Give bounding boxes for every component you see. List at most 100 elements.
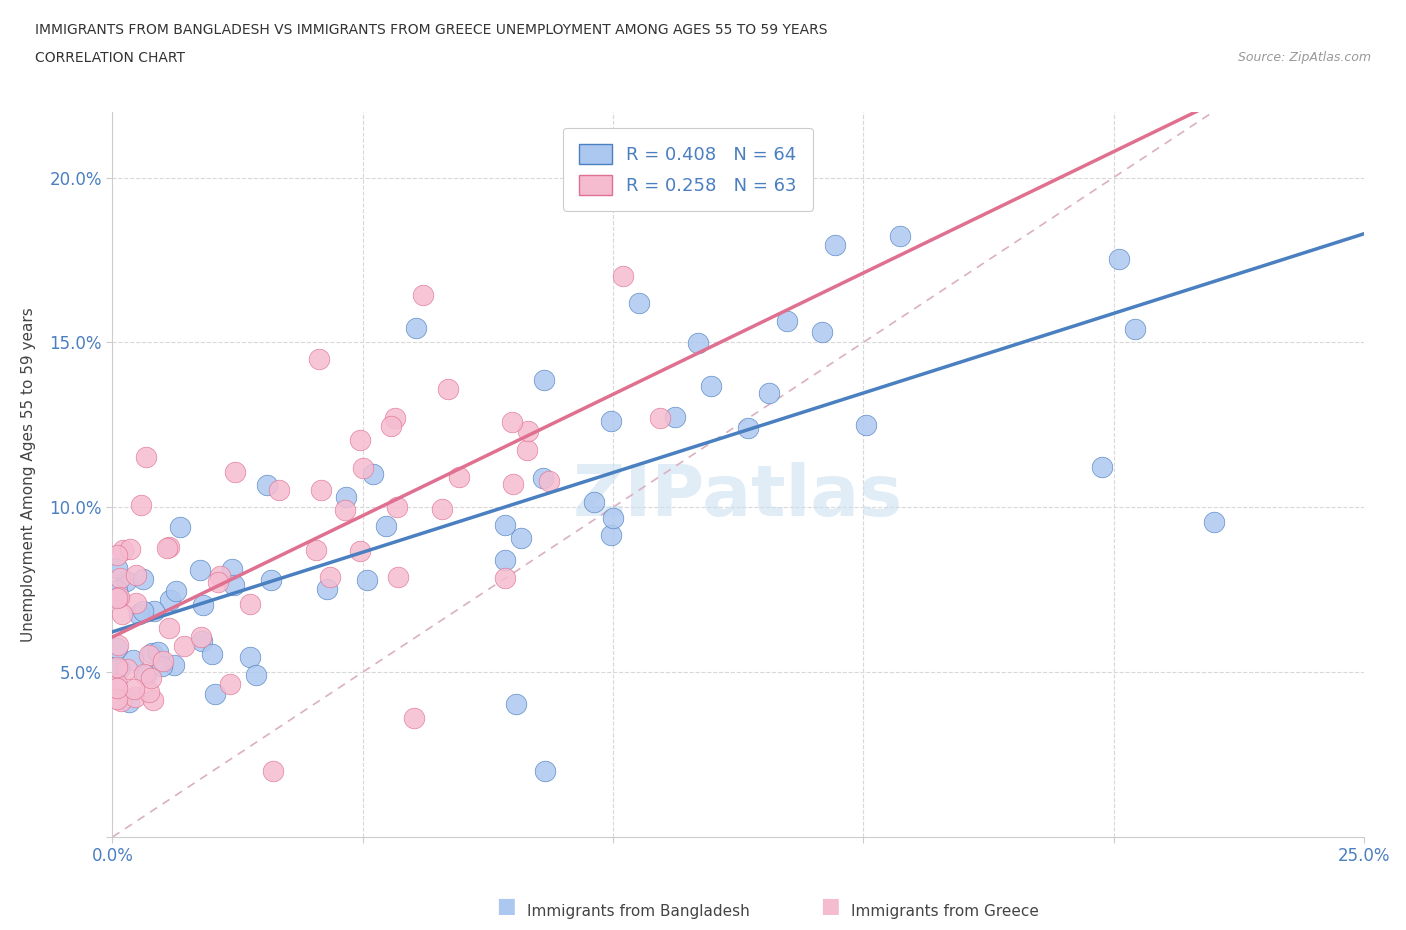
Point bbox=[115, 574, 138, 589]
Point bbox=[190, 630, 212, 644]
Point bbox=[824, 237, 846, 252]
Point bbox=[239, 650, 262, 665]
Text: IMMIGRANTS FROM BANGLADESH VS IMMIGRANTS FROM GREECE UNEMPLOYMENT AMONG AGES 55 : IMMIGRANTS FROM BANGLADESH VS IMMIGRANTS… bbox=[35, 23, 828, 37]
Point bbox=[110, 606, 132, 621]
Point bbox=[412, 287, 434, 302]
Point bbox=[141, 671, 163, 685]
Point bbox=[855, 418, 877, 432]
Point bbox=[142, 604, 165, 618]
Point bbox=[141, 645, 163, 660]
Point bbox=[150, 659, 173, 674]
Point bbox=[531, 471, 554, 485]
Point bbox=[256, 477, 278, 492]
Point bbox=[758, 386, 780, 401]
Point bbox=[107, 660, 129, 675]
Point bbox=[309, 483, 332, 498]
Point bbox=[159, 592, 181, 607]
Point bbox=[699, 379, 721, 393]
Point bbox=[191, 634, 214, 649]
Point bbox=[505, 697, 527, 711]
Point bbox=[107, 591, 129, 605]
Text: ■: ■ bbox=[496, 896, 516, 916]
Point bbox=[600, 527, 623, 542]
Point bbox=[349, 432, 371, 447]
Point bbox=[108, 662, 131, 677]
Point bbox=[447, 470, 470, 485]
Point bbox=[319, 570, 342, 585]
Point bbox=[650, 411, 672, 426]
Text: ■: ■ bbox=[820, 896, 839, 916]
Point bbox=[224, 465, 246, 480]
Point bbox=[124, 681, 146, 696]
Point bbox=[349, 544, 371, 559]
Point bbox=[138, 684, 160, 699]
Point bbox=[437, 381, 460, 396]
Point bbox=[110, 694, 132, 709]
Text: CORRELATION CHART: CORRELATION CHART bbox=[35, 51, 186, 65]
Point bbox=[135, 449, 157, 464]
Point bbox=[1091, 460, 1114, 475]
Point bbox=[107, 589, 129, 604]
Point bbox=[333, 503, 356, 518]
Point bbox=[157, 540, 180, 555]
Point bbox=[516, 424, 538, 439]
Point bbox=[387, 570, 409, 585]
Point bbox=[259, 573, 281, 588]
Point bbox=[188, 563, 211, 578]
Point bbox=[169, 520, 191, 535]
Point bbox=[269, 483, 291, 498]
Point bbox=[315, 582, 337, 597]
Point bbox=[537, 473, 560, 488]
Point bbox=[107, 590, 129, 604]
Point bbox=[107, 638, 129, 653]
Point bbox=[125, 595, 148, 610]
Point bbox=[120, 542, 142, 557]
Point bbox=[128, 606, 150, 621]
Point bbox=[627, 296, 650, 311]
Point bbox=[352, 460, 374, 475]
Point bbox=[262, 764, 284, 778]
Text: Immigrants from Bangladesh: Immigrants from Bangladesh bbox=[527, 904, 749, 919]
Point bbox=[173, 638, 195, 653]
Point bbox=[118, 695, 141, 710]
Point bbox=[375, 519, 398, 534]
Point bbox=[107, 561, 129, 576]
Point bbox=[811, 325, 834, 339]
Legend: R = 0.408   N = 64, R = 0.258   N = 63: R = 0.408 N = 64, R = 0.258 N = 63 bbox=[564, 128, 813, 211]
Point bbox=[602, 511, 624, 525]
Point bbox=[776, 313, 799, 328]
Point bbox=[402, 711, 425, 725]
Point bbox=[146, 644, 169, 659]
Point bbox=[132, 667, 155, 682]
Point bbox=[245, 668, 267, 683]
Point bbox=[494, 552, 516, 567]
Point bbox=[165, 583, 187, 598]
Point bbox=[107, 691, 129, 706]
Point bbox=[124, 568, 146, 583]
Point bbox=[335, 490, 357, 505]
Point bbox=[138, 647, 160, 662]
Point bbox=[107, 680, 129, 695]
Point bbox=[688, 335, 710, 350]
Point bbox=[208, 568, 231, 583]
Y-axis label: Unemployment Among Ages 55 to 59 years: Unemployment Among Ages 55 to 59 years bbox=[21, 307, 35, 642]
Point bbox=[163, 658, 186, 673]
Point bbox=[121, 653, 143, 668]
Point bbox=[600, 413, 623, 428]
Point bbox=[218, 677, 240, 692]
Point bbox=[107, 641, 129, 656]
Point bbox=[612, 269, 634, 284]
Point bbox=[201, 646, 224, 661]
Point bbox=[132, 604, 155, 618]
Point bbox=[115, 662, 138, 677]
Point bbox=[380, 418, 402, 433]
Point bbox=[207, 574, 229, 589]
Point bbox=[405, 321, 427, 336]
Point bbox=[502, 476, 524, 491]
Point bbox=[157, 621, 180, 636]
Point bbox=[533, 373, 555, 388]
Point bbox=[1123, 321, 1146, 336]
Point bbox=[737, 420, 759, 435]
Point bbox=[204, 687, 226, 702]
Point bbox=[1108, 251, 1130, 266]
